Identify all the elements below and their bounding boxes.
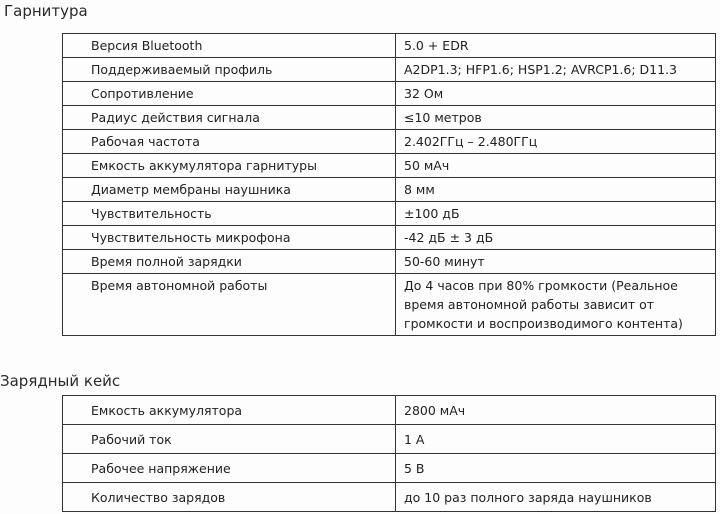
headset-spec-table: Версия Bluetooth 5.0 + EDR Поддерживаемый … [62,33,716,336]
spec-label: Версия Bluetooth [62,33,396,58]
spec-label: Количество зарядов [62,482,396,512]
spec-value: 50-60 минут [395,249,716,274]
spec-label: Время автономной работы [62,273,396,336]
spec-value: 2800 мАч [395,395,716,425]
charging-case-spec-table: Емкость аккумулятора 2800 мАч Рабочий ток 1… [62,395,716,512]
spec-label: Поддерживаемый профиль [62,57,396,82]
spec-row: Время полной зарядки 50-60 минут [62,249,716,274]
spec-label: Сопротивление [62,81,396,106]
section-title-headset: Гарнитура [4,2,88,20]
spec-value: 5 В [395,453,716,483]
spec-row: Диаметр мембраны наушника 8 мм [62,177,716,202]
spec-label: Радиус действия сигнала [62,105,396,130]
spec-value: -42 дБ ± 3 дБ [395,225,716,250]
spec-row: Версия Bluetooth 5.0 + EDR [62,33,716,58]
spec-label: Чувствительность [62,201,396,226]
spec-label: Рабочая частота [62,129,396,154]
spec-row: Время автономной работы До 4 часов при 80… [62,273,716,336]
spec-value: 1 А [395,424,716,454]
spec-row: Поддерживаемый профиль A2DP1.3; HFP1.6; H… [62,57,716,82]
spec-label: Чувствительность микрофона [62,225,396,250]
spec-value: 50 мАч [395,153,716,178]
spec-value: A2DP1.3; HFP1.6; HSP1.2; AVRCP1.6; D11.3 [395,57,716,82]
spec-row: Емкость аккумулятора гарнитуры 50 мАч [62,153,716,178]
spec-row: Рабочая частота 2.402ГГц – 2.480ГГц [62,129,716,154]
spec-value: 5.0 + EDR [395,33,716,58]
section-title-charging-case: Зарядный кейс [0,372,121,390]
spec-row: Рабочий ток 1 А [62,424,716,454]
spec-row: Рабочее напряжение 5 В [62,453,716,483]
spec-row: Сопротивление 32 Ом [62,81,716,106]
spec-value: ≤10 метров [395,105,716,130]
spec-row: Чувствительность ±100 дБ [62,201,716,226]
spec-value: до 10 раз полного заряда наушников [395,482,716,512]
spec-label: Емкость аккумулятора [62,395,396,425]
spec-value: 2.402ГГц – 2.480ГГц [395,129,716,154]
spec-label: Емкость аккумулятора гарнитуры [62,153,396,178]
spec-row: Количество зарядов до 10 раз полного заря… [62,482,716,512]
spec-label: Время полной зарядки [62,249,396,274]
spec-value: До 4 часов при 80% громкости (Реальное в… [395,273,716,336]
spec-value: 32 Ом [395,81,716,106]
spec-value: 8 мм [395,177,716,202]
spec-row: Емкость аккумулятора 2800 мАч [62,395,716,425]
spec-label: Рабочий ток [62,424,396,454]
spec-label: Рабочее напряжение [62,453,396,483]
spec-row: Чувствительность микрофона -42 дБ ± 3 дБ [62,225,716,250]
spec-value: ±100 дБ [395,201,716,226]
spec-row: Радиус действия сигнала ≤10 метров [62,105,716,130]
spec-label: Диаметр мембраны наушника [62,177,396,202]
